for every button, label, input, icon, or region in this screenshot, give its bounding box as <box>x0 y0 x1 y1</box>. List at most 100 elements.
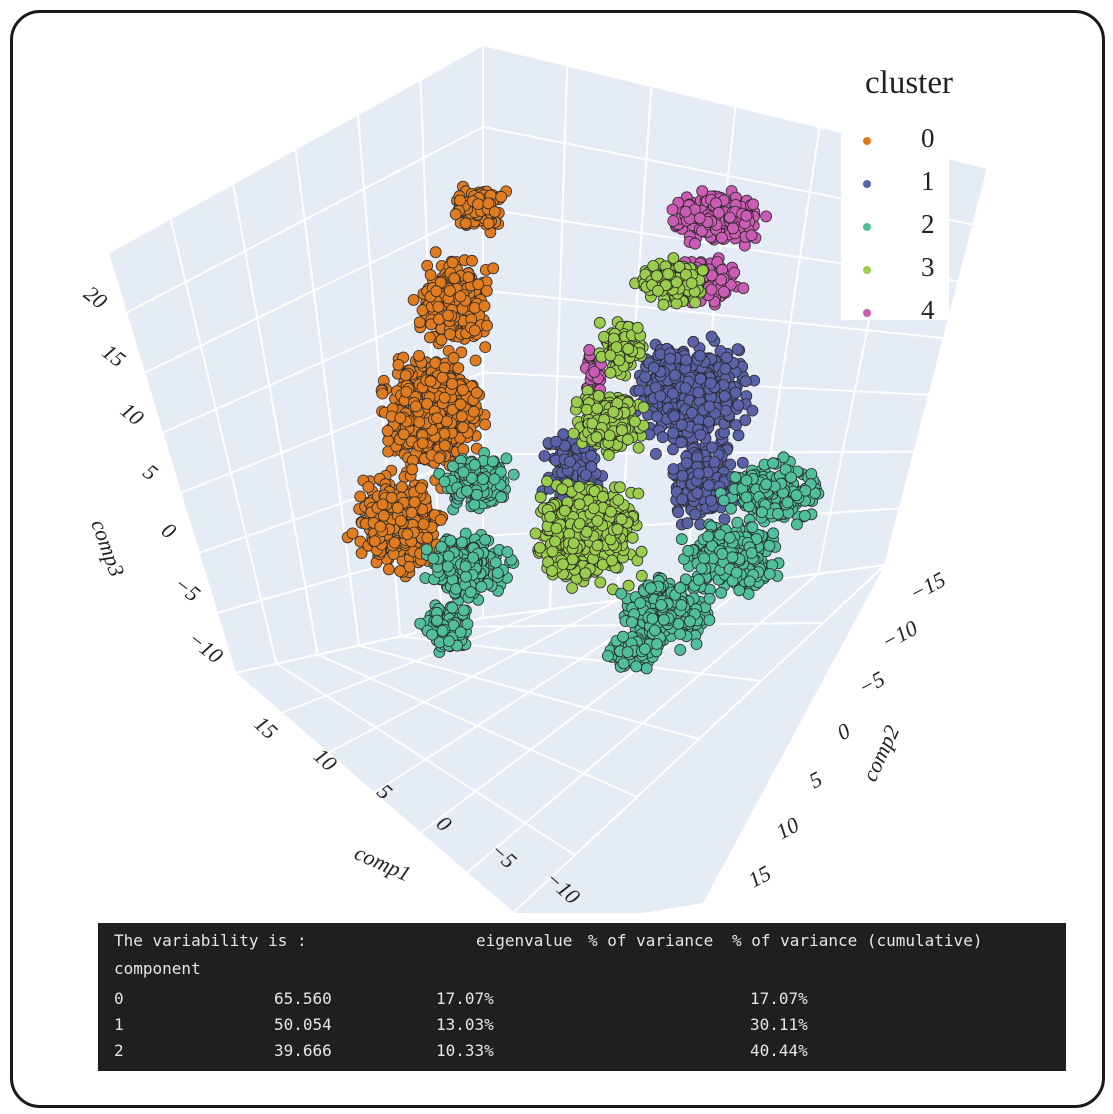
data-point <box>438 361 451 374</box>
data-point <box>489 556 502 569</box>
data-point <box>567 537 580 549</box>
data-point <box>423 331 436 344</box>
data-point <box>791 518 803 531</box>
data-point <box>740 209 753 222</box>
data-point <box>444 328 456 341</box>
data-point <box>743 575 756 588</box>
data-point <box>468 458 481 471</box>
data-point <box>454 194 466 207</box>
data-point <box>459 217 472 230</box>
data-point <box>438 439 451 452</box>
data-point <box>724 211 736 224</box>
data-point <box>656 431 669 444</box>
data-point <box>705 494 717 507</box>
screenshot-frame: 20 15 10 5 0 −5 −10 15 10 5 0 −5 −10 −15 −10 −5 0 5 10 15 c… <box>10 10 1105 1108</box>
data-point <box>606 554 618 567</box>
data-point <box>739 414 752 427</box>
grid-line <box>107 252 236 674</box>
data-point <box>448 272 461 285</box>
data-point <box>564 455 576 468</box>
data-point <box>727 222 739 235</box>
data-point <box>679 205 692 218</box>
data-point <box>566 582 578 594</box>
data-point <box>675 418 688 431</box>
data-point <box>736 456 749 469</box>
data-point <box>544 510 557 523</box>
data-point <box>413 416 426 429</box>
data-point <box>657 298 670 311</box>
data-point <box>580 469 592 481</box>
data-point <box>438 391 451 404</box>
data-point <box>587 502 600 515</box>
data-point <box>689 237 701 250</box>
data-point <box>362 481 375 493</box>
data-point <box>457 421 469 434</box>
data-point <box>388 536 401 549</box>
data-point <box>740 474 753 487</box>
data-point <box>647 361 660 374</box>
data-point <box>730 566 743 579</box>
data-point <box>394 412 407 424</box>
data-point <box>790 489 803 502</box>
data-point <box>611 523 624 536</box>
data-point <box>420 543 433 556</box>
data-point <box>593 316 606 329</box>
data-point <box>756 506 768 519</box>
data-point <box>462 271 475 284</box>
data-point <box>538 450 551 462</box>
data-point <box>472 278 485 291</box>
data-point <box>602 449 615 462</box>
data-point <box>431 614 444 627</box>
data-point <box>731 343 744 356</box>
data-point <box>675 533 688 546</box>
data-point <box>637 401 650 414</box>
data-point <box>464 586 477 599</box>
data-point <box>704 377 717 390</box>
data-point <box>457 604 470 617</box>
data-point <box>446 460 459 473</box>
data-point <box>718 285 730 298</box>
data-point <box>406 463 419 476</box>
data-point <box>667 215 680 227</box>
data-point <box>635 569 648 582</box>
data-point <box>376 387 389 400</box>
data-point <box>470 488 483 501</box>
data-point <box>716 231 728 244</box>
data-point <box>413 349 425 362</box>
data-point <box>694 428 707 441</box>
data-point <box>415 482 427 495</box>
data-point <box>729 471 742 484</box>
data-point <box>467 405 480 418</box>
data-point <box>650 447 662 460</box>
data-point <box>689 508 701 521</box>
data-point <box>676 493 689 506</box>
data-point <box>639 371 652 383</box>
data-point <box>424 269 437 281</box>
data-point <box>441 560 454 573</box>
data-point <box>467 551 480 564</box>
data-point <box>558 504 571 517</box>
grid-line <box>884 167 989 566</box>
data-point <box>588 365 601 378</box>
data-point <box>654 390 667 403</box>
data-point <box>479 341 492 354</box>
data-point <box>529 527 542 540</box>
data-point <box>455 536 468 549</box>
data-point <box>443 284 456 297</box>
data-point <box>720 351 733 364</box>
data-point <box>567 427 580 440</box>
grid-line <box>169 218 278 665</box>
data-point <box>767 457 779 470</box>
data-point <box>550 522 563 535</box>
data-point <box>696 264 709 277</box>
data-point <box>488 473 501 486</box>
data-point <box>478 300 491 313</box>
data-point <box>687 335 700 348</box>
data-point <box>583 343 596 356</box>
data-point <box>549 535 561 548</box>
data-point <box>459 570 472 583</box>
data-point <box>719 404 732 417</box>
data-point <box>703 415 715 428</box>
data-point <box>632 487 645 500</box>
